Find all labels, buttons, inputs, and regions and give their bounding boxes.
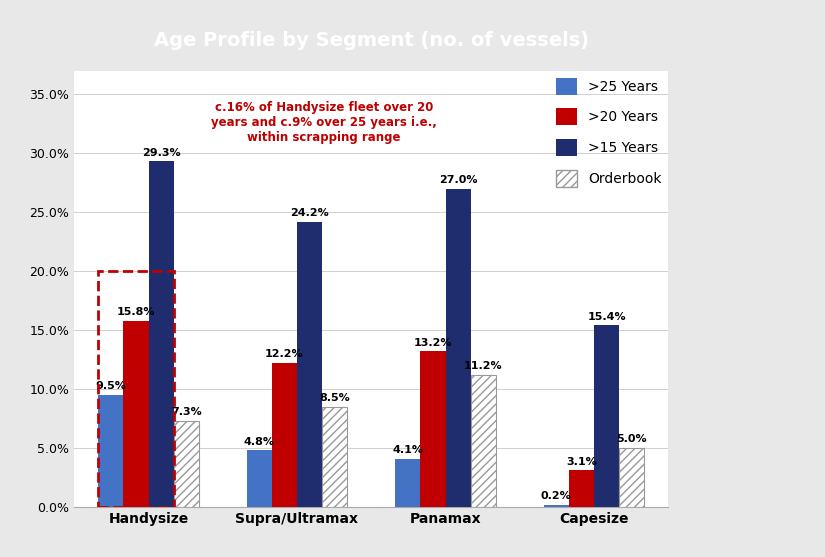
Bar (247, 450, 271, 507)
Text: 15.8%: 15.8% (116, 307, 155, 317)
Bar (271, 363, 297, 507)
Bar (420, 351, 446, 507)
Text: 24.2%: 24.2% (290, 208, 329, 218)
Bar (395, 458, 420, 507)
Text: 0.2%: 0.2% (540, 491, 572, 501)
Text: 3.1%: 3.1% (566, 457, 596, 467)
Bar (323, 407, 347, 507)
Text: 4.1%: 4.1% (392, 445, 423, 455)
Text: 15.4%: 15.4% (587, 312, 626, 322)
Bar (620, 448, 644, 507)
Bar (123, 321, 148, 507)
Text: 12.2%: 12.2% (265, 349, 304, 359)
Legend: >25 Years, >20 Years, >15 Years, Orderbook: >25 Years, >20 Years, >15 Years, Orderbo… (556, 77, 662, 187)
Text: 4.8%: 4.8% (243, 437, 275, 447)
Bar (446, 188, 471, 507)
Text: 5.0%: 5.0% (616, 434, 647, 444)
Bar (594, 325, 620, 507)
Text: 9.5%: 9.5% (95, 382, 126, 392)
Bar (297, 222, 323, 507)
Text: 27.0%: 27.0% (439, 175, 478, 185)
Bar (148, 162, 174, 507)
Bar (174, 421, 199, 507)
Bar (544, 505, 568, 507)
Text: Age Profile by Segment (no. of vessels): Age Profile by Segment (no. of vessels) (153, 31, 589, 50)
Text: 8.5%: 8.5% (319, 393, 351, 403)
Bar (568, 470, 594, 507)
Text: 29.3%: 29.3% (142, 148, 181, 158)
Text: 11.2%: 11.2% (464, 361, 502, 372)
Text: 13.2%: 13.2% (413, 338, 452, 348)
Bar (98, 271, 174, 507)
Text: c.16% of Handysize fleet over 20
years and c.9% over 25 years i.e.,
within scrap: c.16% of Handysize fleet over 20 years a… (211, 101, 436, 144)
Bar (98, 395, 123, 507)
Bar (471, 375, 496, 507)
Text: 7.3%: 7.3% (171, 407, 202, 417)
